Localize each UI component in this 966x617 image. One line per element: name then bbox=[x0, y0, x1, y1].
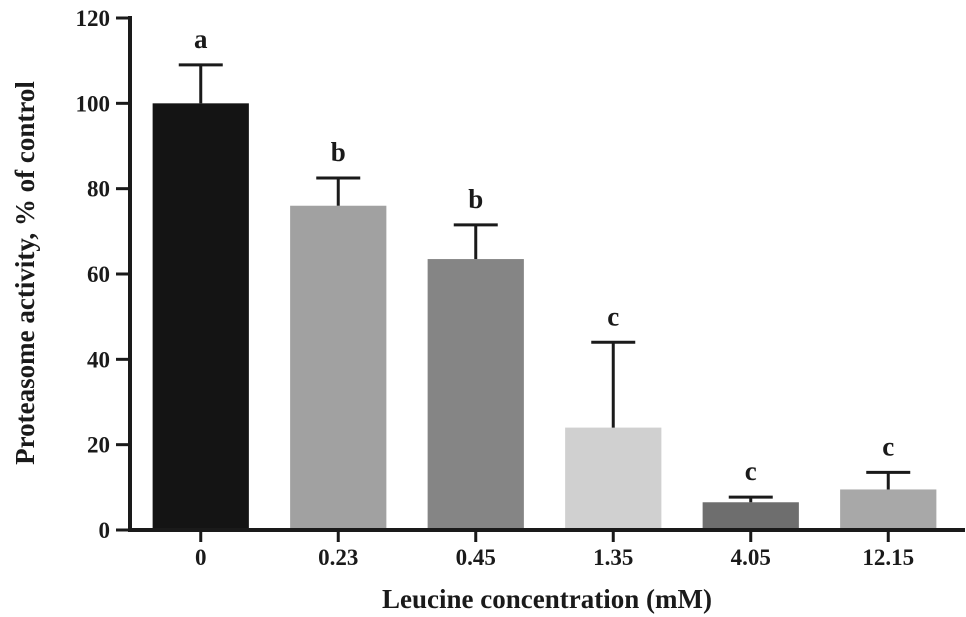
x-axis-title: Leucine concentration (mM) bbox=[382, 584, 712, 614]
bar-4.05 bbox=[702, 502, 799, 530]
y-axis-title: Proteasome activity, % of control bbox=[10, 81, 40, 465]
y-tick-label-100: 100 bbox=[76, 91, 111, 116]
y-tick-label-40: 40 bbox=[87, 347, 110, 372]
bars-layer bbox=[152, 103, 937, 530]
significance-label-1.35: c bbox=[607, 301, 619, 331]
x-tick-label-0.45: 0.45 bbox=[456, 545, 496, 570]
significance-label-4.05: c bbox=[745, 456, 757, 486]
bar-0.45 bbox=[427, 259, 524, 530]
error-bars-layer bbox=[178, 63, 911, 503]
axes-layer bbox=[128, 16, 965, 532]
bar-1.35 bbox=[565, 427, 662, 530]
x-tick-label-0: 0 bbox=[195, 545, 207, 570]
significance-label-0.45: b bbox=[468, 184, 483, 214]
y-tick-label-80: 80 bbox=[87, 177, 110, 202]
y-tick-label-120: 120 bbox=[76, 6, 111, 31]
significance-label-0: a bbox=[194, 24, 208, 54]
y-tick-label-20: 20 bbox=[87, 433, 110, 458]
significance-labels-layer: a b b c c c bbox=[194, 24, 894, 486]
bar-0 bbox=[152, 103, 249, 530]
y-ticks-layer: 0 20 40 60 80 100 120 bbox=[76, 6, 130, 543]
y-tick-label-60: 60 bbox=[87, 262, 110, 287]
bar-0.23 bbox=[290, 205, 387, 530]
significance-label-0.23: b bbox=[331, 137, 346, 167]
x-tick-label-12.15: 12.15 bbox=[862, 545, 914, 570]
x-tick-label-0.23: 0.23 bbox=[318, 545, 358, 570]
x-tick-label-4.05: 4.05 bbox=[731, 545, 771, 570]
y-tick-label-0: 0 bbox=[99, 518, 111, 543]
x-ticks-layer: 0 0.23 0.45 1.35 4.05 12.15 bbox=[195, 530, 914, 570]
significance-label-12.15: c bbox=[882, 431, 894, 461]
bar-12.15 bbox=[840, 489, 937, 530]
x-tick-label-1.35: 1.35 bbox=[593, 545, 633, 570]
